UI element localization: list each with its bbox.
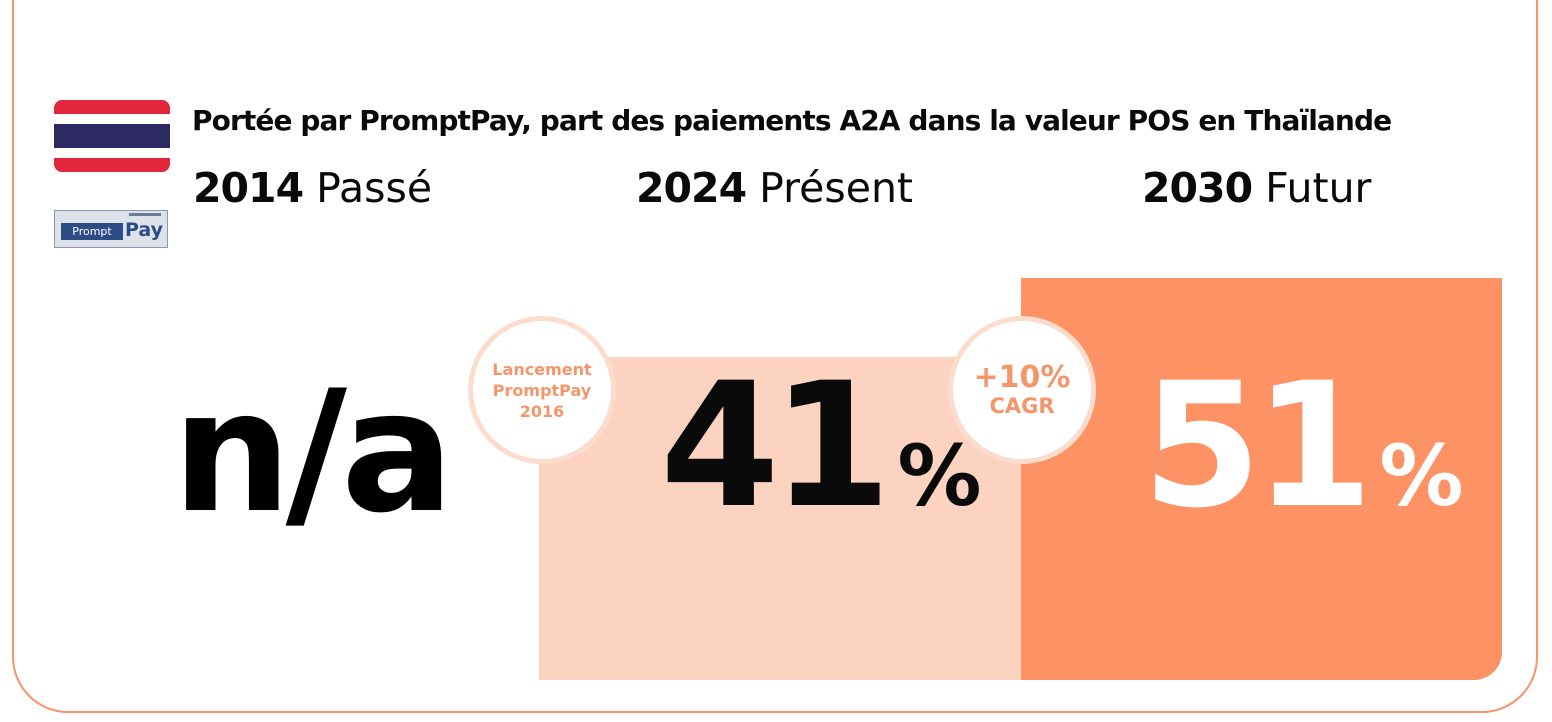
bar-2030 (1021, 278, 1502, 680)
value-number: 41 (660, 345, 891, 546)
period-year: 2024 (636, 164, 747, 212)
chart-title: Portée par PromptPay, part des paiements… (192, 104, 1392, 137)
annotation-line: 2016 (519, 401, 565, 421)
value-percent: % (897, 427, 982, 525)
launch-annotation-bubble: Lancement PromptPay 2016 (468, 316, 616, 464)
value-label-2014: n/a (172, 368, 454, 536)
card-frame (12, 0, 1538, 713)
value-number: 51 (1142, 345, 1373, 546)
period-name: Présent (759, 164, 914, 212)
annotation-line: PromptPay (492, 380, 592, 400)
value-number: n/a (172, 354, 454, 550)
value-percent: % (1379, 427, 1464, 525)
period-label-2014: 2014 Passé (193, 164, 432, 212)
annotation-line: CAGR (989, 394, 1055, 418)
thailand-flag-icon (54, 100, 170, 172)
bar-2024 (539, 356, 1021, 680)
period-name: Passé (316, 164, 433, 212)
period-label-2030: 2030 Futur (1142, 164, 1371, 212)
logo-thai-text (129, 213, 161, 216)
promptpay-logo: Prompt Pay (54, 210, 168, 248)
period-year: 2014 (193, 164, 304, 212)
value-label-2030: 51% (1142, 360, 1464, 532)
logo-prompt-text: Prompt (61, 223, 123, 240)
cagr-annotation-bubble: +10% CAGR (948, 316, 1096, 464)
annotation-line: Lancement (492, 359, 592, 379)
value-label-2024: 41% (660, 360, 982, 532)
logo-pay-text: Pay (125, 219, 164, 241)
period-label-2024: 2024 Présent (636, 164, 913, 212)
period-name: Futur (1265, 164, 1372, 212)
annotation-line: +10% (973, 360, 1071, 395)
period-year: 2030 (1142, 164, 1253, 212)
